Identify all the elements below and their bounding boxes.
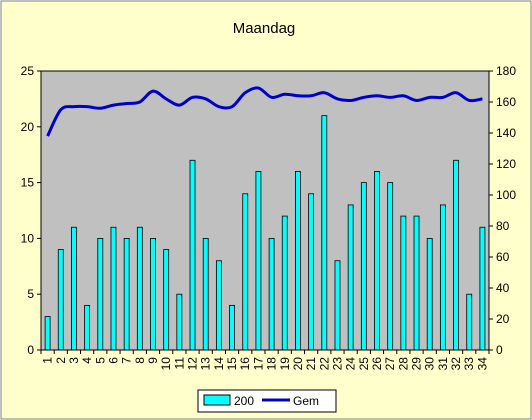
x-tick-label: 27 <box>383 357 397 371</box>
x-tick-label: 6 <box>106 357 120 364</box>
x-tick-label: 16 <box>238 357 252 371</box>
bar-32 <box>453 159 459 351</box>
x-tick-label: 12 <box>186 357 200 371</box>
bar-2 <box>57 249 64 351</box>
x-tick-label: 13 <box>199 357 213 371</box>
x-tick-label: 10 <box>159 357 173 371</box>
x-tick-label: 33 <box>462 357 476 371</box>
y-right-tick-label: 100 <box>496 188 516 202</box>
legend-swatch-bar <box>203 394 231 406</box>
x-tick-label: 30 <box>423 357 437 371</box>
chart-title: Maandag <box>233 20 296 37</box>
y-right-tick-label: 80 <box>496 219 510 233</box>
x-tick-label: 7 <box>120 357 134 364</box>
x-tick-label: 24 <box>344 357 358 371</box>
y-right-tick-label: 40 <box>496 281 510 295</box>
bar-34 <box>479 226 486 351</box>
bar-20 <box>295 171 301 351</box>
x-tick-label: 26 <box>370 357 384 371</box>
x-tick-label: 1 <box>41 357 55 364</box>
x-tick-label: 2 <box>54 357 68 364</box>
bar-28 <box>400 215 407 351</box>
x-tick-label: 8 <box>133 357 147 364</box>
bar-13 <box>202 237 209 351</box>
bar-4 <box>84 304 91 351</box>
bar-14 <box>215 260 222 351</box>
bar-7 <box>123 237 130 351</box>
bar-23 <box>334 260 341 351</box>
bar-24 <box>347 204 354 351</box>
y-left-tick-label: 0 <box>27 343 34 357</box>
bar-26 <box>374 171 380 351</box>
bar-5 <box>97 237 104 351</box>
bar-11 <box>176 293 183 351</box>
y-left-tick-label: 5 <box>27 287 34 301</box>
bar-15 <box>229 304 235 351</box>
y-right-tick-label: 160 <box>496 95 516 109</box>
bar-25 <box>360 182 367 351</box>
x-tick-label: 4 <box>80 357 94 364</box>
x-tick-label: 29 <box>410 357 424 371</box>
x-tick-label: 3 <box>67 357 81 364</box>
bar-16 <box>242 193 249 351</box>
bar-18 <box>268 237 275 351</box>
x-tick-label: 21 <box>304 357 318 371</box>
bar-9 <box>150 237 156 351</box>
y-right-tick-label: 120 <box>496 157 516 171</box>
y-left-tick-label: 25 <box>21 64 35 78</box>
x-tick-label: 23 <box>330 357 344 371</box>
x-tick-label: 22 <box>317 357 331 371</box>
y-left-tick-label: 10 <box>21 231 35 245</box>
bar-10 <box>163 249 170 351</box>
x-tick-label: 25 <box>357 357 371 371</box>
bar-22 <box>321 115 328 351</box>
bar-6 <box>110 226 117 351</box>
x-tick-label: 15 <box>225 357 239 371</box>
y-right-tick-label: 180 <box>496 64 516 78</box>
bar-17 <box>255 171 262 351</box>
x-tick-label: 11 <box>172 357 186 370</box>
y-right-tick-label: 20 <box>496 312 510 326</box>
bar-30 <box>426 237 433 351</box>
x-tick-label: 18 <box>265 357 279 371</box>
x-tick-label: 17 <box>251 357 265 371</box>
bar-8 <box>136 226 143 351</box>
legend: 200 Gem <box>197 389 337 413</box>
x-tick-label: 28 <box>396 357 410 371</box>
plot-area <box>40 70 490 351</box>
x-tick-label: 19 <box>278 357 292 371</box>
x-tick-label: 32 <box>449 357 463 371</box>
bar-1 <box>44 316 51 351</box>
x-tick-label: 34 <box>475 357 489 371</box>
bar-31 <box>439 204 446 351</box>
bar-3 <box>71 226 77 351</box>
legend-label-line: Gem <box>293 394 319 408</box>
x-tick-label: 9 <box>146 357 160 364</box>
bar-33 <box>466 293 473 351</box>
y-left-tick-label: 15 <box>21 176 35 190</box>
y-right-tick-label: 60 <box>496 250 510 264</box>
y-right-tick-label: 140 <box>496 126 516 140</box>
bar-27 <box>387 182 394 351</box>
y-left-tick-label: 20 <box>21 120 35 134</box>
x-tick-label: 14 <box>212 357 226 371</box>
line-gem <box>46 86 483 137</box>
bar-29 <box>413 215 420 351</box>
y-right-tick-label: 0 <box>496 343 503 357</box>
x-tick-label: 20 <box>291 357 305 371</box>
line-series <box>46 86 483 137</box>
x-tick-label: 5 <box>93 357 107 364</box>
bar-19 <box>281 215 288 351</box>
bar-21 <box>308 193 315 351</box>
x-tick-label: 31 <box>436 357 450 371</box>
legend-label-bar: 200 <box>234 394 254 408</box>
bar-12 <box>189 159 196 351</box>
